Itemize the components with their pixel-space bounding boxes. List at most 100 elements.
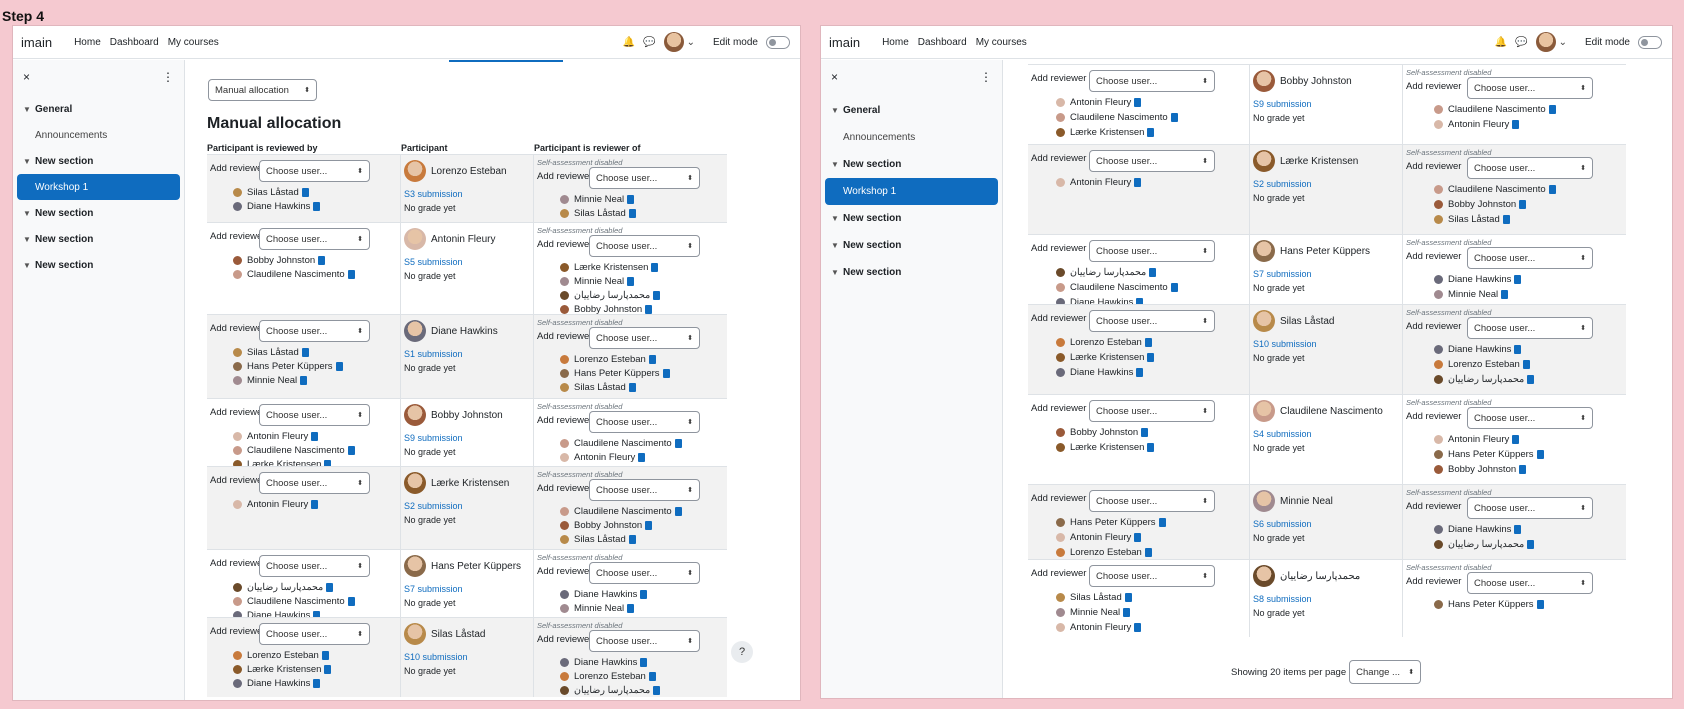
edit-mode-toggle[interactable] — [766, 35, 790, 49]
trash-icon[interactable] — [648, 671, 656, 681]
change-per-page-select[interactable]: Change ... ⬍ — [1349, 660, 1422, 684]
trash-icon[interactable] — [1519, 464, 1527, 474]
drawer-item-new-section[interactable]: ▼ New section — [821, 232, 1002, 259]
trash-icon[interactable] — [1512, 119, 1520, 129]
choose-user-select[interactable]: Choose user... ⬍ — [589, 235, 700, 257]
submission-link[interactable]: S5 submission — [404, 257, 463, 267]
chevron-down-icon[interactable]: ▼ — [23, 104, 31, 114]
trash-icon[interactable] — [318, 255, 326, 265]
user-avatar[interactable] — [663, 32, 684, 52]
trash-icon[interactable] — [347, 269, 355, 279]
nav-link-home[interactable]: Home — [74, 36, 101, 48]
submission-link[interactable]: S4 submission — [1253, 429, 1312, 439]
trash-icon[interactable] — [1144, 547, 1152, 557]
user-avatar[interactable] — [1535, 32, 1556, 52]
choose-user-select[interactable]: Choose user... ⬍ — [259, 320, 370, 342]
trash-icon[interactable] — [1136, 367, 1144, 377]
choose-user-select[interactable]: Choose user... ⬍ — [1089, 70, 1215, 92]
help-button[interactable]: ? — [731, 641, 753, 663]
trash-icon[interactable] — [640, 657, 648, 667]
choose-user-select[interactable]: Choose user... ⬍ — [1467, 77, 1593, 99]
close-icon[interactable]: × — [831, 70, 839, 84]
drawer-item-new-section[interactable]: ▼ New section — [821, 205, 1002, 232]
close-icon[interactable]: × — [23, 70, 31, 84]
trash-icon[interactable] — [628, 382, 636, 392]
chat-icon[interactable]: 💬 — [643, 36, 656, 48]
submission-link[interactable]: S7 submission — [1253, 269, 1312, 279]
trash-icon[interactable] — [653, 290, 661, 300]
submission-link[interactable]: S6 submission — [1253, 519, 1312, 529]
drawer-item-new-section[interactable]: ▼ New section — [13, 226, 184, 252]
trash-icon[interactable] — [301, 347, 309, 357]
trash-icon[interactable] — [1144, 337, 1152, 347]
trash-icon[interactable] — [1548, 184, 1556, 194]
trash-icon[interactable] — [1149, 267, 1157, 277]
brand-logo[interactable]: imain — [829, 34, 861, 50]
trash-icon[interactable] — [1158, 517, 1166, 527]
trash-icon[interactable] — [1134, 532, 1142, 542]
trash-icon[interactable] — [311, 431, 319, 441]
trash-icon[interactable] — [645, 520, 653, 530]
choose-user-select[interactable]: Choose user... ⬍ — [589, 327, 700, 349]
chevron-down-icon[interactable]: ▼ — [23, 234, 31, 244]
submission-link[interactable]: S9 submission — [404, 433, 463, 443]
choose-user-select[interactable]: Choose user... ⬍ — [259, 623, 370, 645]
nav-link-dashboard[interactable]: Dashboard — [109, 36, 159, 48]
chevron-down-icon[interactable]: ▼ — [831, 160, 839, 169]
trash-icon[interactable] — [1147, 127, 1155, 137]
trash-icon[interactable] — [347, 596, 355, 606]
bell-icon[interactable]: 🔔 — [1494, 36, 1508, 48]
choose-user-select[interactable]: Choose user... ⬍ — [1089, 490, 1215, 512]
chevron-down-icon[interactable]: ▼ — [23, 156, 31, 166]
trash-icon[interactable] — [645, 304, 653, 314]
trash-icon[interactable] — [627, 603, 635, 613]
submission-link[interactable]: S2 submission — [1253, 179, 1312, 189]
trash-icon[interactable] — [1501, 289, 1509, 299]
trash-icon[interactable] — [653, 685, 661, 695]
drawer-item-workshop-1[interactable]: Workshop 1 — [17, 174, 180, 200]
nav-link-my-courses[interactable]: My courses — [167, 36, 219, 48]
edit-mode-toggle[interactable] — [1638, 35, 1662, 49]
chevron-down-icon[interactable]: ▼ — [831, 268, 839, 277]
trash-icon[interactable] — [1123, 607, 1131, 617]
drawer-item-general[interactable]: ▼ General — [821, 97, 1002, 124]
choose-user-select[interactable]: Choose user... ⬍ — [259, 160, 370, 182]
drawer-item-new-section[interactable]: ▼ New section — [821, 151, 1002, 178]
trash-icon[interactable] — [651, 262, 659, 272]
choose-user-select[interactable]: Choose user... ⬍ — [259, 228, 370, 250]
trash-icon[interactable] — [301, 187, 309, 197]
trash-icon[interactable] — [1522, 359, 1530, 369]
trash-icon[interactable] — [1536, 599, 1544, 609]
trash-icon[interactable] — [335, 361, 343, 371]
trash-icon[interactable] — [1124, 592, 1132, 602]
trash-icon[interactable] — [326, 582, 334, 592]
choose-user-select[interactable]: Choose user... ⬍ — [589, 630, 700, 652]
nav-link-my-courses[interactable]: My courses — [975, 36, 1027, 48]
trash-icon[interactable] — [1536, 449, 1544, 459]
trash-icon[interactable] — [313, 678, 321, 688]
trash-icon[interactable] — [321, 650, 329, 660]
submission-link[interactable]: S9 submission — [1253, 99, 1312, 109]
choose-user-select[interactable]: Choose user... ⬍ — [1089, 150, 1215, 172]
nav-link-home[interactable]: Home — [882, 36, 909, 48]
allocation-method-select[interactable]: Manual allocation ⬍ — [208, 79, 317, 101]
chevron-down-icon[interactable]: ▼ — [23, 260, 31, 270]
user-menu[interactable]: ⌄ — [1535, 32, 1567, 52]
trash-icon[interactable] — [628, 208, 636, 218]
choose-user-select[interactable]: Choose user... ⬍ — [259, 404, 370, 426]
trash-icon[interactable] — [1134, 622, 1142, 632]
brand-logo[interactable]: imain — [21, 34, 53, 50]
trash-icon[interactable] — [628, 534, 636, 544]
trash-icon[interactable] — [1514, 524, 1522, 534]
trash-icon[interactable] — [313, 610, 321, 620]
submission-link[interactable]: S7 submission — [404, 584, 463, 594]
drawer-item-general[interactable]: ▼ General — [13, 96, 184, 122]
trash-icon[interactable] — [1514, 274, 1522, 284]
drawer-item-announcements[interactable]: Announcements — [821, 124, 1002, 151]
choose-user-select[interactable]: Choose user... ⬍ — [1467, 497, 1593, 519]
user-menu[interactable]: ⌄ — [663, 32, 695, 52]
drawer-item-new-section[interactable]: ▼ New section — [13, 252, 184, 278]
trash-icon[interactable] — [313, 201, 321, 211]
choose-user-select[interactable]: Choose user... ⬍ — [1089, 565, 1215, 587]
trash-icon[interactable] — [1136, 297, 1144, 307]
